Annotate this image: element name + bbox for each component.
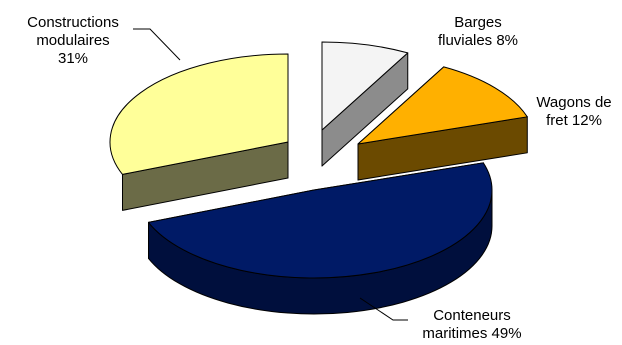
- leader-line-conteneurs: [359, 297, 408, 321]
- slice-barges-fluviales: [321, 41, 409, 167]
- pie-slices: [109, 41, 528, 315]
- label-barges-fluviales: Barges fluviales 8%: [437, 14, 519, 49]
- leader-line-constructions: [133, 28, 181, 61]
- slice-conteneurs-maritimes: [148, 162, 493, 315]
- label-wagons-de-fret: Wagons de fret 12%: [536, 94, 612, 129]
- label-constructions-modulaires: Constructions modulaires 31%: [27, 14, 119, 67]
- slice-constructions-modulaires: [109, 53, 289, 211]
- slice-wagons-de-fret: [357, 66, 528, 181]
- label-conteneurs-maritimes: Conteneurs maritimes 49%: [422, 307, 522, 342]
- leader-lines: [133, 28, 408, 321]
